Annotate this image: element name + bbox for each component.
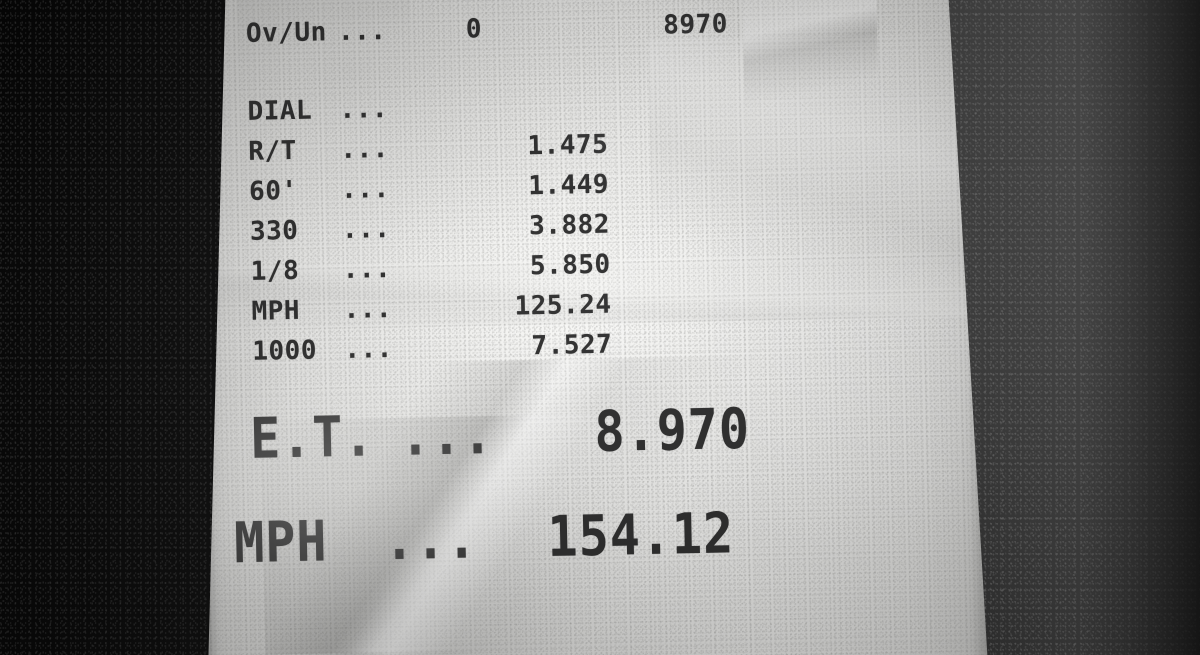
timeslip-row-sixty-foot: 60' ... 1.449 — [249, 172, 609, 205]
row-dots-eighth-mile: ... — [342, 254, 392, 285]
timeslip-paper: Ov/Un ... 0 8970 DIAL ... R/T ... 1.475 — [189, 0, 993, 655]
row-value-eighth-mile: 5.850 — [529, 249, 611, 282]
row-dots-mph-eighth: ... — [343, 293, 393, 325]
row-value-dial — [418, 113, 608, 117]
summary-value-mph: 154.12 — [546, 500, 735, 570]
timeslip-summary-mph: MPH ... 154.12 — [234, 505, 735, 571]
summary-label-mph: MPH — [233, 508, 329, 576]
row-label-rt: R/T — [248, 135, 298, 167]
row-label-sixty-foot: 60' — [248, 175, 298, 207]
row-dots-sixty-foot: ... — [340, 174, 390, 205]
summary-dots-mph: ... — [383, 505, 479, 573]
row-value-mph-eighth: 125.24 — [514, 289, 612, 322]
timeslip-row-mph-eighth: MPH ... 125.24 — [251, 292, 611, 325]
row-dots-dial: ... — [339, 94, 389, 125]
timeslip-row-ovun: Ov/Un ... 0 8970 — [246, 11, 728, 47]
summary-label-et: E.T. — [249, 403, 376, 472]
row-value-330: 3.882 — [528, 209, 611, 242]
timeslip-row-330: 330 ... 3.882 — [250, 212, 610, 245]
row-dots-1000: ... — [344, 333, 394, 365]
summary-value-et: 8.970 — [593, 396, 751, 465]
row-dots-ovun: ... — [337, 16, 387, 48]
summary-dots-et: ... — [399, 401, 495, 469]
timeslip-row-1000: 1000 ... 7.527 — [252, 332, 612, 365]
timeslip-printed-text: Ov/Un ... 0 8970 DIAL ... R/T ... 1.475 — [189, 0, 993, 655]
row-value-1000: 7.527 — [531, 329, 613, 362]
row-dots-rt: ... — [340, 134, 390, 165]
timeslip-row-dial: DIAL ... — [247, 92, 607, 125]
timeslip-row-rt: R/T ... 1.475 — [248, 132, 608, 165]
row-label-1000: 1000 — [252, 335, 318, 367]
row-label-dial: DIAL — [247, 95, 313, 127]
row-label-330: 330 — [249, 215, 299, 247]
row-value-ovun: 8970 — [662, 9, 729, 41]
row-label-eighth-mile: 1/8 — [250, 255, 300, 287]
row-middle-value-ovun: 0 — [465, 14, 483, 45]
row-label-mph-eighth: MPH — [251, 295, 301, 327]
row-dots-330: ... — [341, 214, 391, 245]
row-value-sixty-foot: 1.449 — [527, 169, 610, 202]
row-label-ovun: Ov/Un — [245, 17, 328, 49]
row-value-rt: 1.475 — [527, 129, 609, 162]
timeslip-row-eighth-mile: 1/8 ... 5.850 — [250, 252, 610, 285]
timeslip-summary-et: E.T. ... 8.970 — [250, 401, 751, 467]
